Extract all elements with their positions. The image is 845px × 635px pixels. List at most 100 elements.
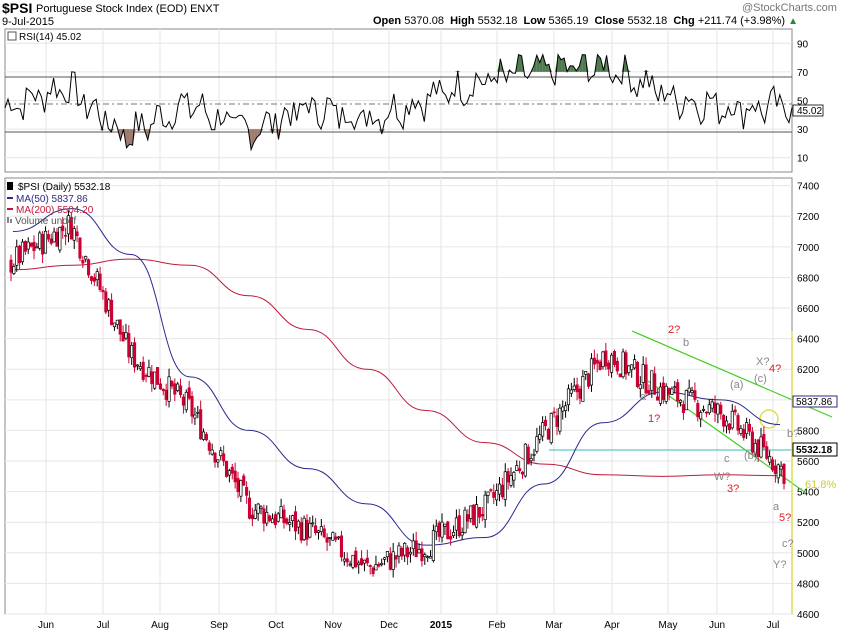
x-axis-tick-label: Sep [210,620,228,631]
chart-date: 9-Jul-2015 [2,16,54,28]
candle-body [291,515,295,522]
legend-psi: $PSI (Daily) 5532.18 [18,182,111,193]
candlestick-icon [7,182,13,190]
candle-body [368,565,372,567]
candle-body [693,390,697,400]
candle-body [213,452,217,463]
candle-body [46,234,50,240]
candle-body [541,422,545,437]
candle-body [75,231,79,237]
legend-volume: Volume undef [15,216,76,227]
candle-body [411,540,415,550]
candle-body [23,241,27,252]
candle-body [305,519,309,540]
candle-body [699,412,703,420]
wave-label-c-paren: (c) [754,373,767,385]
chg-value: +211.74 (+3.98%) [697,15,786,27]
candle-body [635,362,639,387]
price-tick-label: 4600 [797,610,820,621]
wave-label-b: b [683,337,689,349]
candle-body [43,230,48,254]
candle-body [207,442,211,451]
wave-label-a: a [640,391,647,403]
candle-body [41,233,45,255]
wave-label-1: 1? [648,413,660,425]
candle-body [589,358,594,386]
candle-body [782,463,786,484]
candle-body [492,492,496,498]
candle-body [701,408,706,411]
candle-body [158,383,162,390]
candle-body [72,228,76,241]
ma50-tag [792,395,838,408]
price-tick-label: 5400 [797,488,820,499]
candle-body [124,332,128,339]
candle-body [314,525,318,534]
candle-body [449,536,453,540]
candle-body [428,556,433,559]
x-axis-tick-label: Dec [380,620,398,631]
candle-body [32,241,36,252]
price-tick-label: 5200 [797,518,820,529]
candle-body [216,459,220,463]
x-axis-tick-label: 2015 [430,620,453,631]
candle-body [256,503,260,514]
candle-body [722,414,726,427]
candle-body [288,522,292,525]
candle-body [259,506,263,509]
open-value: 5370.08 [404,15,444,27]
candle-body [483,494,487,520]
rsi-oversold-fill [141,129,145,131]
candle-body [532,453,536,456]
candle-body [506,471,510,483]
candle-body [222,453,226,462]
candle-body [750,431,754,453]
candle-body [302,517,306,540]
candle-body [354,550,358,568]
candle-body [681,404,685,413]
candle-body [133,342,137,368]
candle-body [400,547,404,557]
candle-body [190,396,194,417]
volume-bars-icon [7,217,12,223]
candle-body [440,521,444,538]
candle-body [535,436,539,452]
candle-body [210,449,214,455]
wave-label-a2: a [773,501,780,513]
candle-body [285,518,289,524]
candle-body [153,371,157,389]
candle-body [339,535,344,558]
candle-body [342,558,346,562]
legend-ma50: MA(50) 5837.86 [16,194,88,205]
candle-body [595,359,599,364]
up-arrow-icon: ▲ [788,16,799,27]
close-value: 5532.18 [627,15,668,27]
candle-body [653,373,657,395]
candle-body [768,456,772,463]
candle-body [89,276,94,281]
candle-body [219,450,223,457]
candle-body [193,414,197,419]
candle-body [127,333,131,358]
candle-body [296,520,300,528]
candle-body [388,553,392,570]
candle-body [753,443,757,455]
candle-body [756,439,760,457]
price-tick-label: 4800 [797,579,820,590]
candle-body [779,465,783,470]
candle-body [391,551,395,570]
candle-body [262,508,266,524]
candle-body [345,558,349,563]
candle-body [598,361,602,370]
rsi-overbought-fill [646,70,650,72]
candle-body [610,354,614,373]
rsi-oversold-fill [208,129,212,130]
candle-body [443,523,447,527]
candle-body [474,504,479,528]
candle-body [679,399,683,403]
ma50-line [12,208,781,546]
candle-body [107,299,111,311]
candle-body [727,423,731,431]
ma200-line [12,258,781,477]
candle-body [592,357,596,365]
